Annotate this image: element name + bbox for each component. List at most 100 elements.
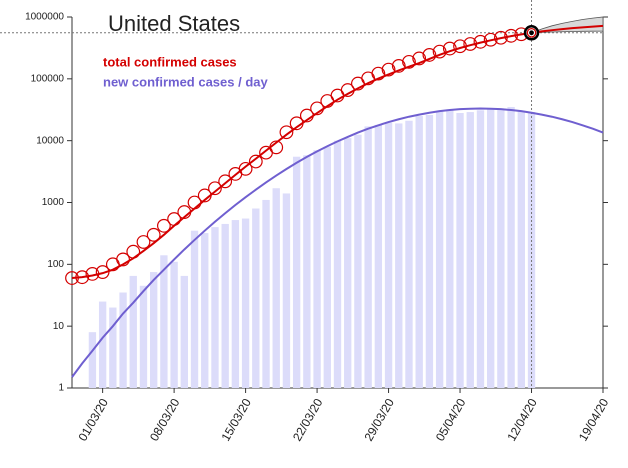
bar xyxy=(486,109,495,389)
bar xyxy=(221,223,229,388)
bar xyxy=(129,275,137,388)
bar xyxy=(313,150,321,388)
bar xyxy=(98,301,107,388)
data-point xyxy=(218,174,233,189)
bar xyxy=(282,193,291,388)
bar xyxy=(109,307,117,388)
bar xyxy=(405,120,413,389)
bar xyxy=(415,116,423,389)
highlight-ring xyxy=(526,27,537,38)
bar xyxy=(384,122,393,389)
bar xyxy=(364,126,372,389)
x-tick-label: 15/03/20 xyxy=(218,396,254,444)
x-tick-label: 01/03/20 xyxy=(75,396,111,444)
y-tick-label: 10 xyxy=(53,321,65,332)
bar xyxy=(180,275,189,388)
chart-title: United States xyxy=(108,11,240,36)
data-point xyxy=(463,37,478,51)
data-point xyxy=(146,227,161,242)
bar xyxy=(201,233,209,388)
data-point xyxy=(371,66,386,81)
fit-line xyxy=(71,24,604,280)
bar xyxy=(241,218,250,388)
bar xyxy=(344,138,352,388)
bar xyxy=(507,107,515,389)
data-point xyxy=(136,235,151,249)
data-point xyxy=(299,108,314,123)
y-tick-label: 1 xyxy=(58,383,64,394)
bar xyxy=(466,112,474,388)
bar xyxy=(435,111,444,388)
bar xyxy=(292,156,301,388)
bar xyxy=(374,124,383,388)
y-tick-label: 100 xyxy=(47,259,64,270)
confidence-band xyxy=(531,16,604,34)
bar xyxy=(446,109,454,389)
x-tick-label: 12/04/20 xyxy=(504,396,540,444)
bar xyxy=(456,113,464,388)
y-tick-label: 1000000 xyxy=(25,12,64,23)
bar xyxy=(231,220,240,388)
bar xyxy=(425,115,434,389)
bar xyxy=(333,140,342,388)
x-tick-label: 22/03/20 xyxy=(290,396,326,444)
data-point xyxy=(453,39,467,54)
data-point xyxy=(116,252,130,267)
bar xyxy=(323,146,331,388)
data-point xyxy=(279,125,294,140)
bar xyxy=(160,255,168,388)
bar xyxy=(527,112,536,388)
data-point xyxy=(381,62,396,77)
bar xyxy=(303,155,311,388)
data-point xyxy=(157,218,171,233)
data-point xyxy=(126,244,141,259)
highlight-dot xyxy=(529,30,534,36)
bar xyxy=(354,134,362,388)
bar xyxy=(190,230,199,388)
data-point xyxy=(75,270,90,285)
legend-entry: new confirmed cases / day xyxy=(103,74,269,89)
x-tick-label: 05/04/20 xyxy=(433,396,469,444)
fit-line xyxy=(71,107,604,378)
bar xyxy=(88,332,97,388)
data-point xyxy=(310,101,324,116)
y-tick-label: 1000 xyxy=(42,197,65,208)
data-point xyxy=(197,188,212,203)
data-point xyxy=(95,265,110,279)
data-point xyxy=(493,30,508,45)
data-point xyxy=(85,267,100,281)
bar xyxy=(139,285,148,388)
data-point xyxy=(248,154,263,169)
data-point xyxy=(422,48,437,62)
bar xyxy=(272,188,280,388)
x-tick-label: 08/03/20 xyxy=(147,396,183,444)
x-tick-label: 19/04/20 xyxy=(576,396,612,444)
bar xyxy=(170,261,178,388)
bar xyxy=(517,111,525,388)
data-point xyxy=(269,140,284,155)
legend-entry: total confirmed cases xyxy=(103,54,237,69)
data-point xyxy=(432,44,447,59)
data-point xyxy=(483,32,498,47)
data-point xyxy=(65,271,79,285)
data-point xyxy=(238,161,253,176)
data-point xyxy=(208,181,222,196)
data-point xyxy=(187,195,202,210)
data-point xyxy=(340,83,355,97)
data-point xyxy=(289,116,304,131)
data-point xyxy=(442,41,457,56)
data-point xyxy=(391,59,406,73)
bar xyxy=(119,292,127,388)
data-point xyxy=(177,205,192,219)
data-point xyxy=(402,54,416,69)
bar xyxy=(476,110,485,389)
bar xyxy=(395,123,403,388)
y-tick-label: 100000 xyxy=(31,73,65,84)
bar xyxy=(150,272,158,388)
plot-area: 1 10 100 1000 10000 100000 1000000 01/03/20 08/0… xyxy=(0,0,612,444)
bar xyxy=(252,208,260,388)
data-point xyxy=(504,28,518,43)
bar xyxy=(262,199,270,388)
